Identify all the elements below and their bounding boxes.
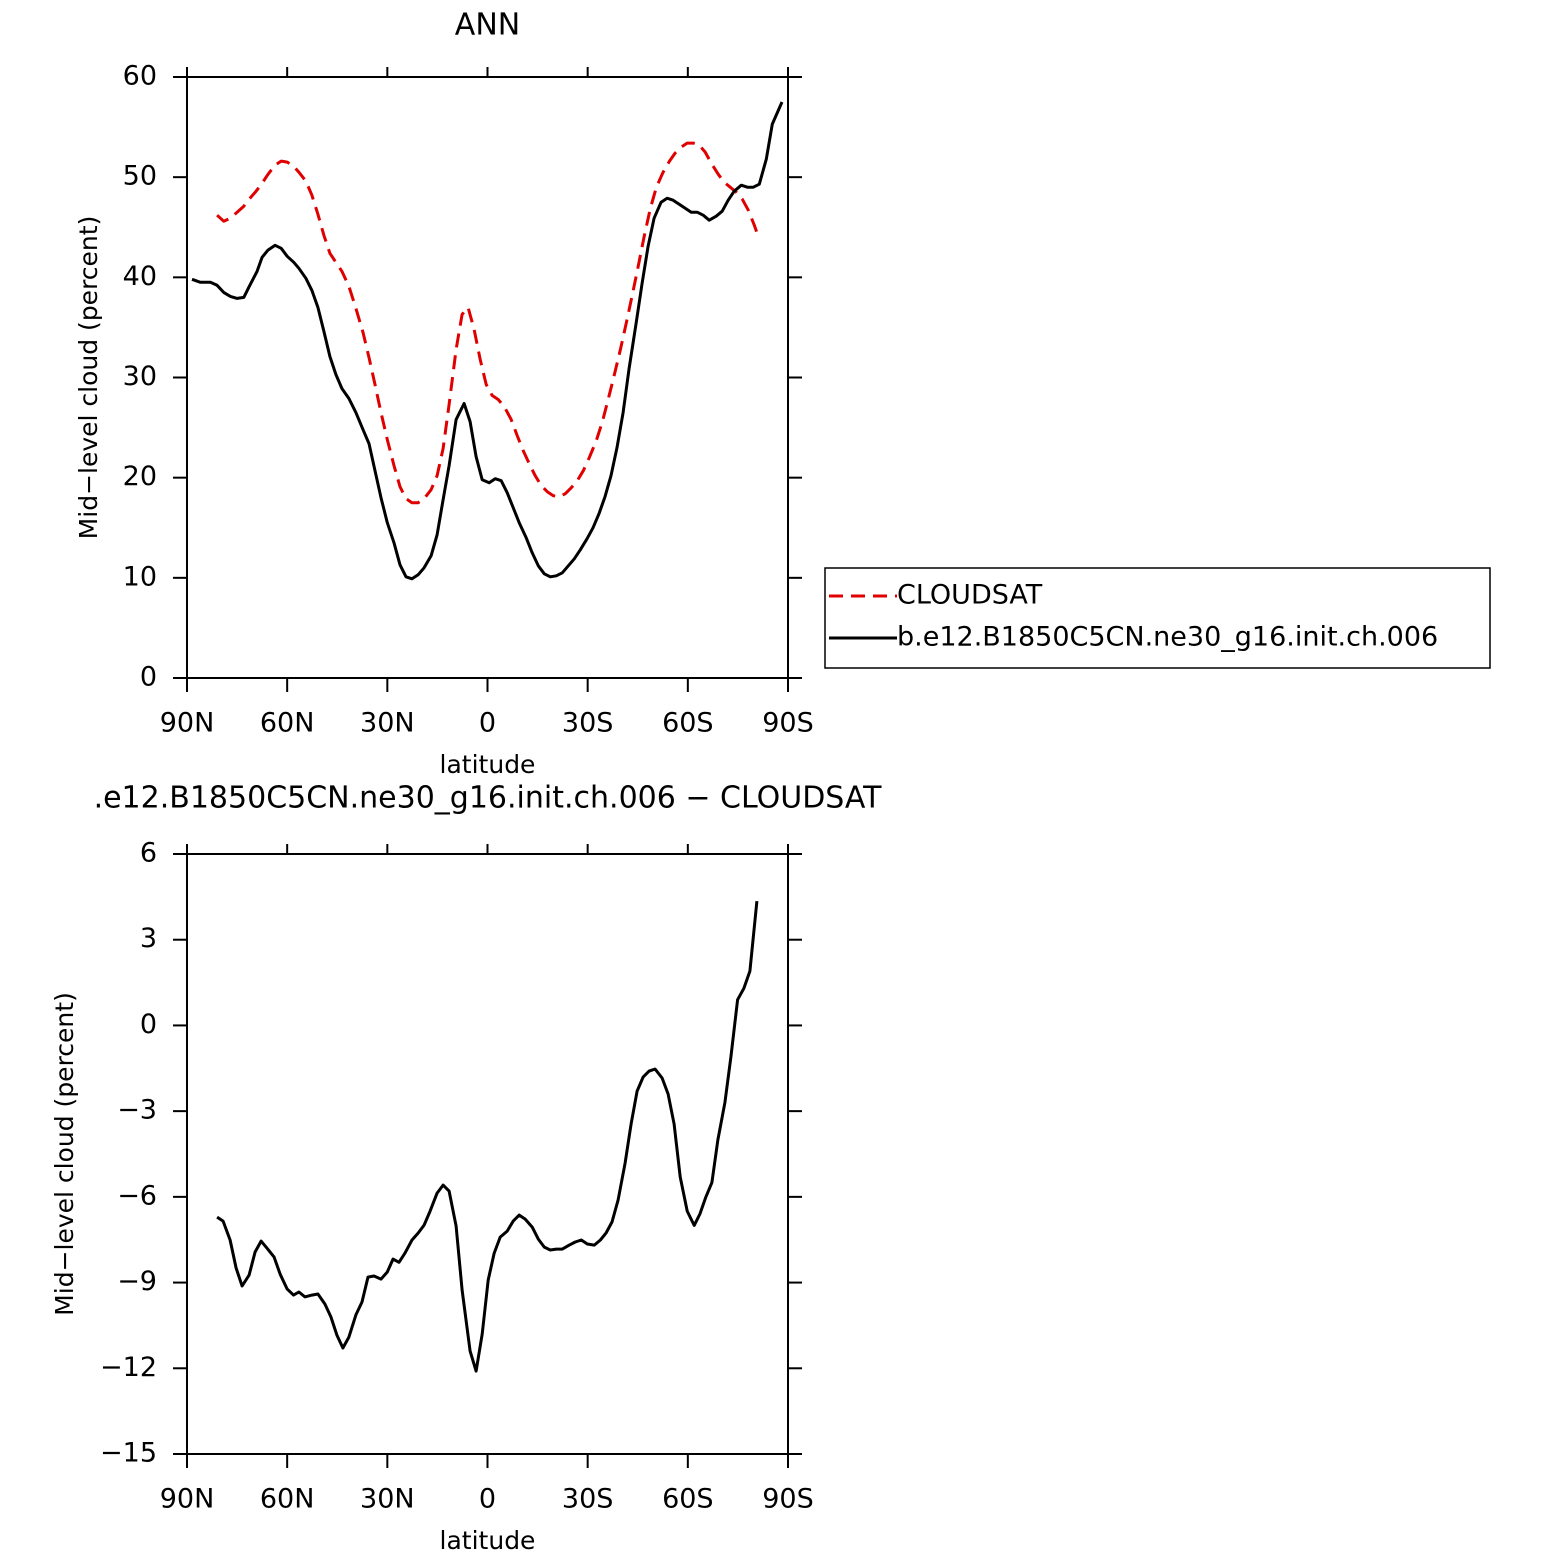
x-axis-label: latitude [440,1526,536,1555]
x-tick-label: 90S [762,1484,814,1515]
plot-frame [186,76,789,679]
y-tick-label: 50 [123,161,157,192]
y-tick-label: 20 [123,461,157,492]
x-tick-label: 60S [662,708,714,739]
x-tick-label: 30S [562,1484,614,1515]
x-tick-label: 0 [479,708,496,739]
chart-title: .e12.B1850C5CN.ne30_g16.init.ch.006 − CL… [94,781,883,816]
legend-label: CLOUDSAT [897,580,1043,611]
y-axis-label: Mid−level cloud (percent) [50,992,79,1316]
y-tick-label: 40 [123,261,157,292]
data-line [191,101,784,581]
y-tick-label: 6 [140,838,157,869]
y-tick-label: 10 [123,561,157,592]
y-tick-label: 3 [140,923,157,954]
y-tick-label: −12 [100,1352,157,1383]
x-tick-label: 30S [562,708,614,739]
x-tick-label: 30N [360,708,415,739]
y-tick-label: −3 [117,1095,157,1126]
y-tick-label: 60 [123,61,157,92]
legend-label: b.e12.B1850C5CN.ne30_g16.init.ch.006 [897,622,1438,653]
y-tick-label: −15 [100,1438,157,1469]
legend-box [824,567,1491,669]
data-line [216,900,759,1373]
x-tick-label: 90S [762,708,814,739]
y-tick-label: 0 [140,662,157,693]
x-tick-label: 0 [479,1484,496,1515]
y-tick-label: −9 [117,1266,157,1297]
x-tick-label: 60S [662,1484,714,1515]
y-tick-label: 30 [123,361,157,392]
data-line [216,141,760,505]
y-tick-label: −6 [117,1180,157,1211]
x-tick-label: 90N [160,1484,215,1515]
x-tick-label: 60N [260,708,315,739]
plot-frame [186,853,789,1455]
chart-title: ANN [455,8,520,43]
y-tick-label: 0 [140,1009,157,1040]
y-axis-label: Mid−level cloud (percent) [74,216,103,540]
x-axis-label: latitude [440,750,536,779]
x-tick-label: 30N [360,1484,415,1515]
x-tick-label: 90N [160,708,215,739]
x-tick-label: 60N [260,1484,315,1515]
